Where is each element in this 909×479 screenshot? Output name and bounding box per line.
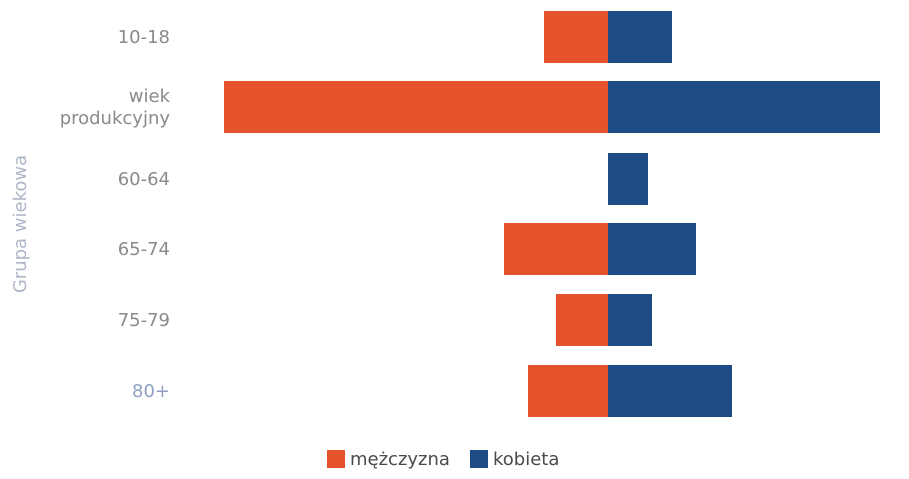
- bar-female-5: [608, 365, 732, 417]
- legend-label-female: kobieta: [493, 449, 559, 470]
- bar-male-1: [224, 81, 608, 133]
- category-label-4: 75-79: [118, 310, 170, 331]
- category-label-1-line-1: produkcyjny: [60, 108, 171, 129]
- category-label-2: 60-64: [118, 169, 170, 190]
- legend: mężczyzna kobieta: [327, 449, 559, 470]
- bars: [224, 11, 880, 417]
- bar-male-5: [528, 365, 608, 417]
- bar-female-2: [608, 153, 648, 205]
- legend-swatch-female: [470, 450, 488, 468]
- legend-swatch-male: [327, 450, 345, 468]
- category-label-0: 10-18: [118, 27, 170, 48]
- y-axis-title-group: Grupa wiekowa: [10, 155, 31, 293]
- bar-male-3: [504, 223, 608, 275]
- bar-male-4: [556, 294, 608, 346]
- category-label-1-line-0: wiek: [129, 86, 171, 107]
- category-label-3: 65-74: [118, 239, 170, 260]
- bar-female-4: [608, 294, 652, 346]
- bar-female-0: [608, 11, 672, 63]
- bar-female-3: [608, 223, 696, 275]
- bar-female-1: [608, 81, 880, 133]
- bar-male-0: [544, 11, 608, 63]
- category-label-5: 80+: [132, 381, 170, 402]
- y-axis-title: Grupa wiekowa: [10, 155, 31, 293]
- legend-label-male: mężczyzna: [350, 449, 450, 470]
